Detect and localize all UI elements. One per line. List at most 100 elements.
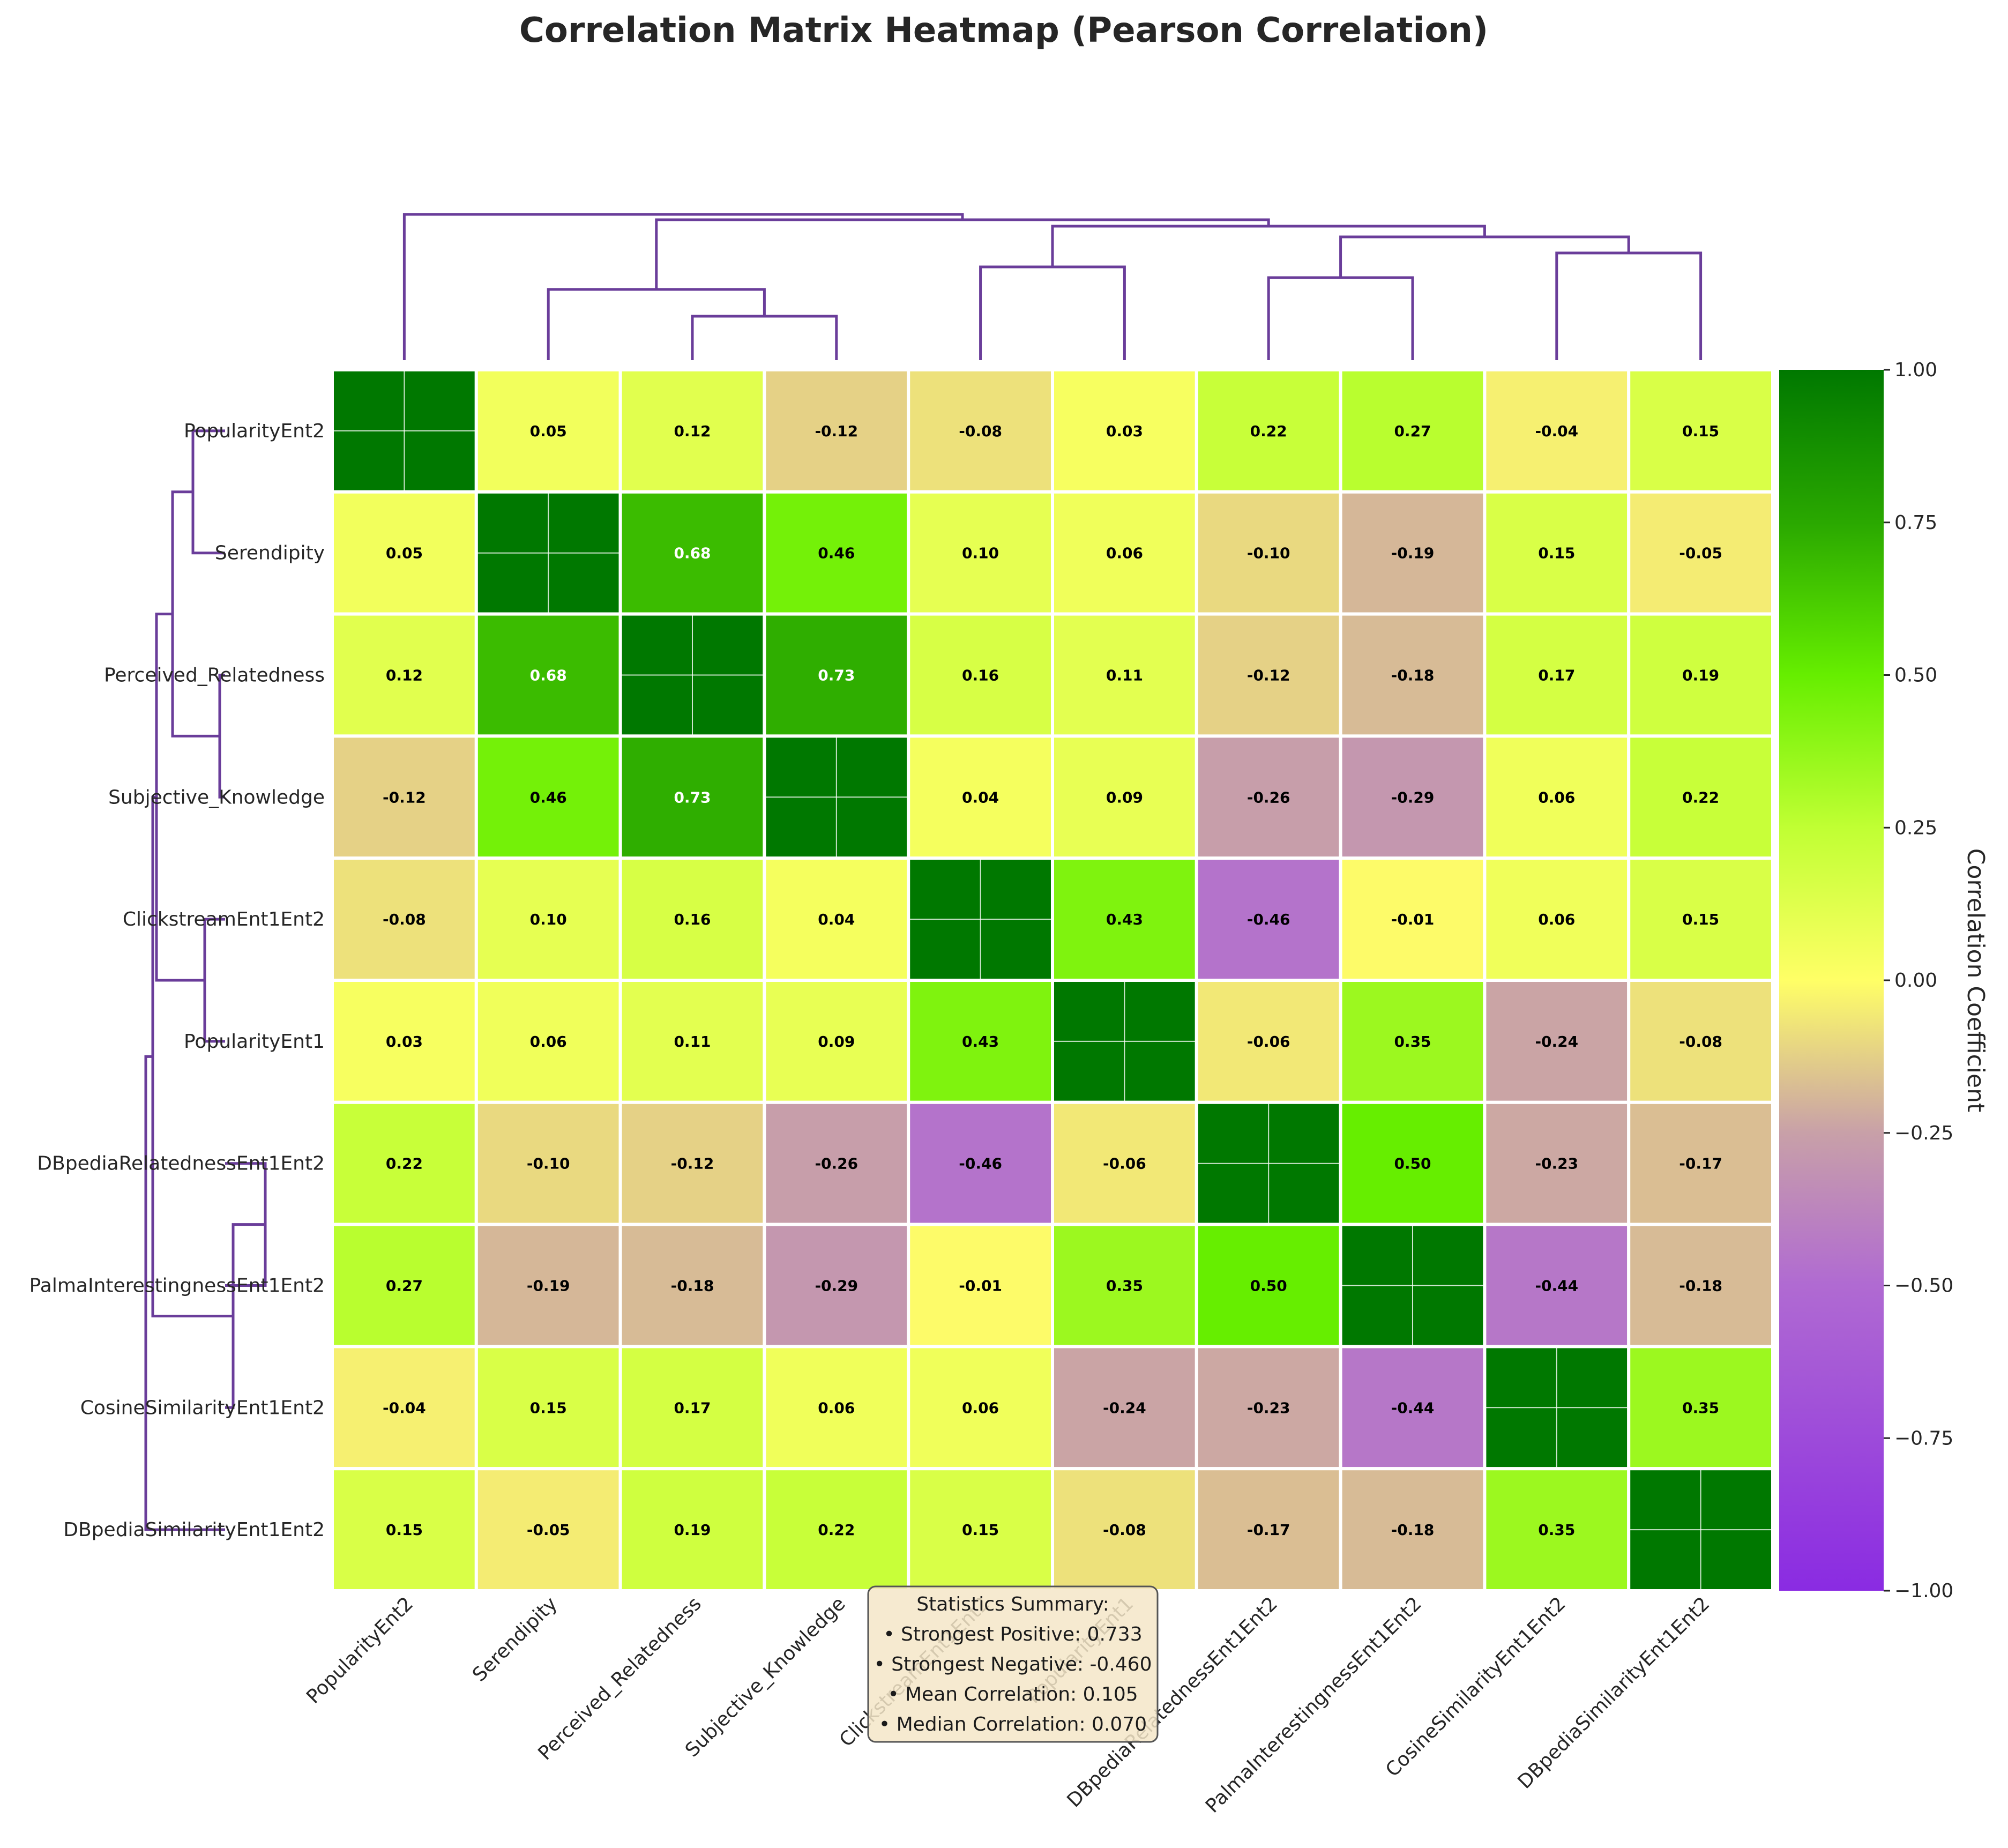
heatmap-cell <box>907 612 1054 738</box>
cell-value-label: -0.05 <box>527 1521 570 1539</box>
cell-value-label: 0.50 <box>1250 1277 1287 1295</box>
cell-value-label: -0.18 <box>671 1277 714 1295</box>
heatmap-cell <box>1627 734 1774 860</box>
cell-value-label: -0.12 <box>671 1155 714 1173</box>
cell-value-label: 0.50 <box>1394 1155 1431 1173</box>
cell-value-label: -0.12 <box>1247 667 1290 684</box>
cell-value-label: -0.17 <box>1247 1521 1290 1539</box>
dendrogram-link <box>218 674 225 799</box>
colorbar-tick-label: −1.00 <box>1894 1580 1953 1602</box>
colorbar-tick-label: 0.00 <box>1894 970 1937 992</box>
dendrogram-link <box>1555 251 1703 360</box>
cell-value-label: 0.15 <box>386 1521 423 1539</box>
colorbar-tick-label: 1.00 <box>1894 359 1937 381</box>
stats-line: • Strongest Positive: 0.733 <box>883 1623 1142 1645</box>
heatmap-cell <box>1627 1345 1774 1471</box>
heatmap-cell <box>1483 1100 1631 1226</box>
heatmap-cell <box>1483 856 1631 982</box>
cell-value-label: 0.19 <box>1682 667 1719 684</box>
stats-line: • Strongest Negative: -0.460 <box>874 1653 1152 1675</box>
statistics-summary-box: Statistics Summary: • Strongest Positive:… <box>867 1585 1159 1743</box>
cell-value-label: -0.06 <box>1103 1155 1146 1173</box>
colorbar-label: Correlation Coefficient <box>1962 848 1989 1113</box>
colorbar-tick-label: −0.25 <box>1894 1122 1953 1144</box>
cell-value-label: -0.26 <box>1247 788 1290 806</box>
heatmap-cell <box>1051 368 1198 494</box>
cell-value-label: 0.06 <box>818 1399 855 1417</box>
heatmap-cells: 0.05 0.12 -0.12 -0.08 0.03 0.22 0.27 -0.04 0.15 0… <box>331 368 1774 1592</box>
cell-value-label: -0.01 <box>1391 911 1435 928</box>
dendrogram-link <box>1339 235 1630 278</box>
heatmap-cell <box>1195 734 1342 860</box>
heatmap-cell <box>1195 1467 1342 1592</box>
cell-value-label: 0.16 <box>674 911 711 928</box>
cell-value-label: -0.44 <box>1391 1399 1435 1417</box>
heatmap-cell <box>1627 1100 1774 1226</box>
cell-value-label: -0.44 <box>1535 1277 1578 1295</box>
cell-value-label: 0.35 <box>1106 1277 1143 1295</box>
cell-value-label: 0.10 <box>530 911 567 928</box>
heatmap-cell <box>331 1100 478 1226</box>
colorbar-tick-label: 0.75 <box>1894 512 1937 534</box>
heatmap-cell <box>1195 490 1342 616</box>
cell-value-label: 0.43 <box>962 1033 999 1050</box>
cell-value-label: -0.12 <box>815 422 858 440</box>
cell-value-label: 0.35 <box>1394 1033 1431 1050</box>
cell-value-label: 0.46 <box>530 788 567 806</box>
cell-value-label: 0.17 <box>1538 667 1575 684</box>
row-tick-label: CosineSimilarityEnt1Ent2 <box>80 1397 325 1419</box>
heatmap-cell <box>763 490 910 616</box>
heatmap-cell <box>1195 612 1342 738</box>
cell-value-label: 0.03 <box>386 1033 423 1050</box>
row-tick-label: ClickstreamEnt1Ent2 <box>123 908 325 930</box>
cell-value-label: -0.12 <box>383 788 426 806</box>
heatmap-cell <box>474 979 622 1104</box>
heatmap-cell <box>1339 368 1487 494</box>
dendrogram-link <box>402 213 964 360</box>
heatmap-cell <box>331 1467 478 1592</box>
cell-value-label: 0.68 <box>674 545 711 562</box>
cell-value-label: 0.35 <box>1538 1521 1575 1539</box>
heatmap-cell <box>618 1223 766 1348</box>
heatmap-cell <box>474 1100 622 1226</box>
dendrogram-link <box>203 918 225 1043</box>
cell-value-label: 0.03 <box>1106 422 1143 440</box>
dendrogram-link <box>547 288 766 360</box>
cell-value-label: 0.27 <box>1394 422 1431 440</box>
colorbar-tick-label: 0.25 <box>1894 817 1937 839</box>
left-dendrogram <box>144 429 267 1531</box>
heatmap-cell <box>331 856 478 982</box>
cell-value-label: 0.22 <box>818 1521 855 1539</box>
heatmap-cell <box>1195 1345 1342 1471</box>
heatmap-cell <box>1195 1223 1342 1348</box>
cell-value-label: 0.22 <box>1682 788 1719 806</box>
heatmap-cell <box>1483 979 1631 1104</box>
dendrogram-link <box>171 490 220 737</box>
stats-line: • Median Correlation: 0.070 <box>879 1713 1147 1735</box>
cell-value-label: -0.04 <box>1535 422 1578 440</box>
cell-value-label: 0.27 <box>386 1277 423 1295</box>
heatmap-cell <box>1195 368 1342 494</box>
heatmap-cell <box>1051 734 1198 860</box>
heatmap-cell <box>907 1345 1054 1471</box>
cell-value-label: 0.15 <box>1538 545 1575 562</box>
cell-value-label: 0.35 <box>1682 1399 1719 1417</box>
dendrogram-link <box>655 218 1270 289</box>
cell-value-label: -0.08 <box>1103 1521 1146 1539</box>
cell-value-label: -0.29 <box>1391 788 1435 806</box>
column-tick-label: Perceived_Relatedness <box>534 1593 706 1764</box>
heatmap-cell <box>1627 612 1774 738</box>
cell-value-label: -0.18 <box>1391 1521 1435 1539</box>
cell-value-label: -0.19 <box>527 1277 570 1295</box>
cell-value-label: 0.22 <box>386 1155 423 1173</box>
cell-value-label: 0.05 <box>530 422 567 440</box>
cell-value-label: 0.11 <box>1106 667 1143 684</box>
heatmap-cell <box>474 1467 622 1592</box>
cell-value-label: -0.10 <box>1247 545 1290 562</box>
heatmap-cell <box>907 490 1054 616</box>
heatmap-cell <box>1627 1223 1774 1348</box>
heatmap-cell <box>907 734 1054 860</box>
cell-value-label: 0.12 <box>674 422 711 440</box>
cell-value-label: -0.06 <box>1247 1033 1290 1050</box>
